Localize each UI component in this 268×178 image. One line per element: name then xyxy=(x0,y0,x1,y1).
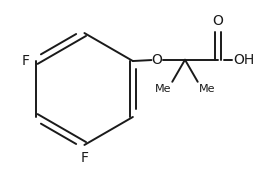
Text: Me: Me xyxy=(199,84,215,94)
Text: Me: Me xyxy=(155,84,171,94)
Text: OH: OH xyxy=(233,53,254,67)
Text: F: F xyxy=(22,54,29,68)
Text: O: O xyxy=(213,14,224,28)
Text: F: F xyxy=(80,151,88,165)
Text: O: O xyxy=(152,53,162,67)
